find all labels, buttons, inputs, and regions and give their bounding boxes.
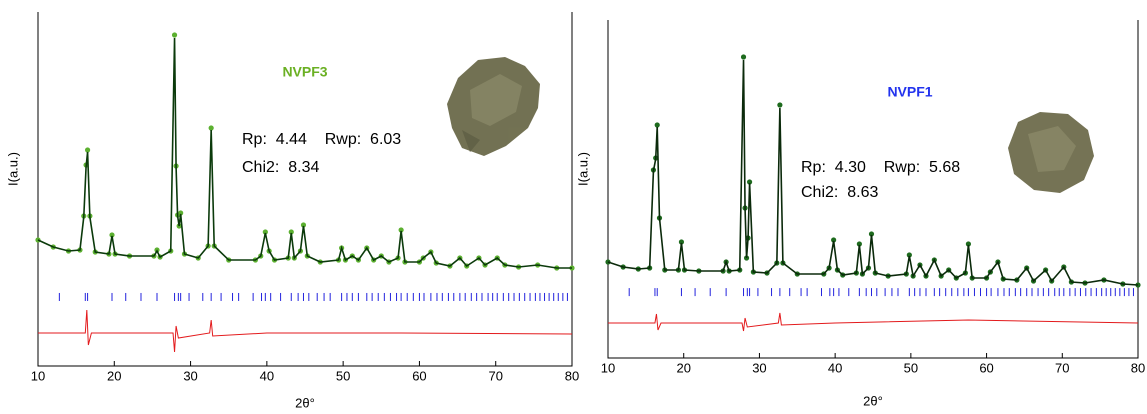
x-tick-label: 80 <box>1131 360 1145 375</box>
x-tick-label: 20 <box>107 368 121 383</box>
calculated-curve <box>37 37 572 269</box>
fit-statistic: Rp: 4.44 Rwp: 6.03 <box>242 131 401 148</box>
observed-point <box>746 179 753 185</box>
x-tick-label: 50 <box>904 360 918 375</box>
x-tick-label: 40 <box>828 360 842 375</box>
chart-title: NVPF1 <box>887 84 932 100</box>
observed-point <box>178 210 184 216</box>
x-tick-label: 20 <box>676 360 690 375</box>
x-tick-label: 70 <box>1055 360 1069 375</box>
fit-statistic: Rp: 4.30 Rwp: 5.68 <box>801 159 960 176</box>
observed-point <box>856 241 862 247</box>
observed-point <box>109 232 115 238</box>
observed-point <box>831 237 837 243</box>
axis-frame <box>607 20 1139 359</box>
difference-curve <box>608 312 1139 332</box>
observed-point <box>868 231 875 237</box>
observed-point <box>777 102 783 108</box>
powder-photo <box>1008 112 1094 193</box>
fit-statistic: Chi2: 8.34 <box>242 159 319 176</box>
observed-point <box>654 122 660 128</box>
x-tick-label: 10 <box>31 368 45 383</box>
observed-point <box>300 222 307 228</box>
observed-point <box>288 229 294 235</box>
difference-curve <box>38 309 573 353</box>
observed-point <box>171 32 178 38</box>
observed-point <box>678 239 685 245</box>
fit-statistic: Chi2: 8.63 <box>801 184 878 201</box>
x-tick-label: 70 <box>488 368 502 383</box>
y-axis-label: I(a.u.) <box>5 152 20 186</box>
observed-point <box>262 229 268 235</box>
x-tick-label: 80 <box>565 368 579 383</box>
x-tick-label: 30 <box>752 360 766 375</box>
x-tick-label: 10 <box>601 360 615 375</box>
x-axis-label: 2θ° <box>863 393 883 408</box>
observed-point <box>84 147 91 153</box>
calculated-curve <box>607 59 1139 286</box>
powder-photo <box>447 57 540 156</box>
observed-point <box>906 252 912 258</box>
x-axis-label: 2θ° <box>295 395 315 410</box>
observed-point <box>398 227 404 233</box>
chart-title: NVPF3 <box>282 64 327 80</box>
observed-point <box>965 241 972 247</box>
observed-point <box>208 125 214 131</box>
y-axis-label: I(a.u.) <box>575 152 590 186</box>
x-tick-label: 60 <box>412 368 426 383</box>
x-tick-label: 30 <box>183 368 197 383</box>
observed-point <box>740 54 747 60</box>
x-tick-label: 40 <box>260 368 274 383</box>
x-tick-label: 50 <box>336 368 350 383</box>
axis-frame <box>37 12 573 367</box>
x-tick-label: 60 <box>979 360 993 375</box>
